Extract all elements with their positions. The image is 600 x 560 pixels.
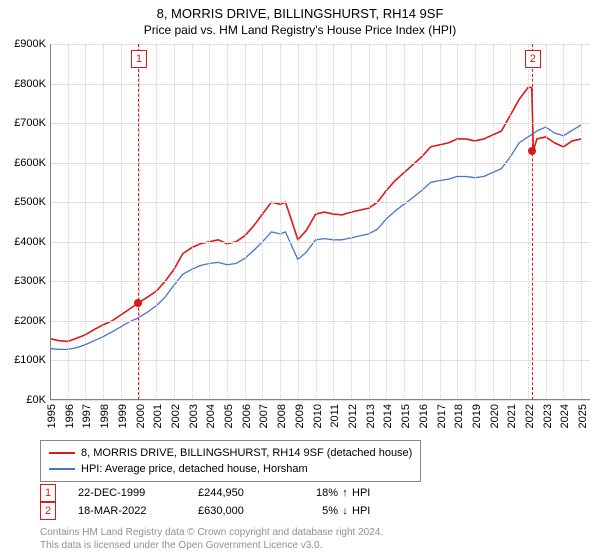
x-axis-label: 2003 xyxy=(188,404,200,428)
y-axis-label: £600K xyxy=(14,157,46,169)
x-axis-label: 1996 xyxy=(64,404,76,428)
x-axis-label: 2024 xyxy=(559,404,571,428)
event-badge: 2 xyxy=(525,50,541,68)
x-axis-label: 2021 xyxy=(506,404,518,428)
sale-date: 18-MAR-2022 xyxy=(78,505,198,517)
sale-price: £244,950 xyxy=(198,487,298,499)
sale-index: HPI xyxy=(352,487,382,499)
sale-price: £630,000 xyxy=(198,505,298,517)
x-axis-label: 2012 xyxy=(347,404,359,428)
price-chart: £0K£100K£200K£300K£400K£500K£600K£700K£8… xyxy=(50,44,590,400)
sales-table: 1 22-DEC-1999£244,95018%↑HPI 2 18-MAR-2022£… xyxy=(40,484,382,520)
footer-attribution: Contains HM Land Registry data © Crown c… xyxy=(40,526,383,552)
sale-badge: 1 xyxy=(40,484,56,502)
footer-line-2: This data is licensed under the Open Gov… xyxy=(40,539,383,552)
x-axis-label: 2020 xyxy=(489,404,501,428)
x-axis-label: 2015 xyxy=(400,404,412,428)
x-axis-label: 2019 xyxy=(471,404,483,428)
x-axis-label: 1995 xyxy=(46,404,58,428)
legend-label: 8, MORRIS DRIVE, BILLINGSHURST, RH14 9SF… xyxy=(81,447,412,459)
x-axis-label: 2002 xyxy=(170,404,182,428)
sale-date: 22-DEC-1999 xyxy=(78,487,198,499)
legend-swatch xyxy=(49,452,75,454)
event-badge: 1 xyxy=(131,50,147,68)
x-axis-label: 2005 xyxy=(223,404,235,428)
y-axis-label: £0K xyxy=(26,394,46,406)
x-axis-label: 2025 xyxy=(577,404,589,428)
y-axis-label: £200K xyxy=(14,315,46,327)
x-axis-label: 2007 xyxy=(258,404,270,428)
x-axis-label: 2022 xyxy=(524,404,536,428)
sale-marker xyxy=(528,147,536,155)
sale-index: HPI xyxy=(352,505,382,517)
page-title: 8, MORRIS DRIVE, BILLINGSHURST, RH14 9SF xyxy=(0,6,600,21)
x-axis-label: 2014 xyxy=(382,404,394,428)
x-axis-label: 2001 xyxy=(152,404,164,428)
y-axis-label: £300K xyxy=(14,275,46,287)
y-axis-label: £800K xyxy=(14,78,46,90)
x-axis-label: 2010 xyxy=(312,404,324,428)
y-axis-label: £400K xyxy=(14,236,46,248)
sale-pct: 18% xyxy=(298,487,338,499)
legend-label: HPI: Average price, detached house, Hors… xyxy=(81,463,308,475)
footer-line-1: Contains HM Land Registry data © Crown c… xyxy=(40,526,383,539)
event-line xyxy=(138,44,139,400)
sale-row: 2 18-MAR-2022£630,0005%↓HPI xyxy=(40,502,382,520)
event-line xyxy=(532,44,533,400)
sale-arrow-icon: ↓ xyxy=(338,505,352,517)
x-axis-label: 2011 xyxy=(329,404,341,428)
x-axis-label: 2008 xyxy=(276,404,288,428)
x-axis-label: 2009 xyxy=(294,404,306,428)
legend-item: HPI: Average price, detached house, Hors… xyxy=(49,461,412,477)
x-axis-label: 2018 xyxy=(453,404,465,428)
sale-arrow-icon: ↑ xyxy=(338,487,352,499)
y-axis-label: £900K xyxy=(14,38,46,50)
x-axis-label: 2013 xyxy=(365,404,377,428)
x-axis-label: 1998 xyxy=(99,404,111,428)
sale-row: 1 22-DEC-1999£244,95018%↑HPI xyxy=(40,484,382,502)
y-axis-label: £700K xyxy=(14,117,46,129)
x-axis-label: 2017 xyxy=(436,404,448,428)
sale-badge: 2 xyxy=(40,502,56,520)
legend: 8, MORRIS DRIVE, BILLINGSHURST, RH14 9SF… xyxy=(40,440,421,482)
legend-swatch xyxy=(49,468,75,470)
y-axis-label: £100K xyxy=(14,354,46,366)
x-axis-label: 2000 xyxy=(135,404,147,428)
x-axis-label: 2023 xyxy=(542,404,554,428)
x-axis-label: 2016 xyxy=(418,404,430,428)
legend-item: 8, MORRIS DRIVE, BILLINGSHURST, RH14 9SF… xyxy=(49,445,412,461)
page-subtitle: Price paid vs. HM Land Registry's House … xyxy=(0,23,600,37)
x-axis-label: 1999 xyxy=(117,404,129,428)
y-axis-label: £500K xyxy=(14,196,46,208)
sale-marker xyxy=(134,299,142,307)
x-axis-label: 1997 xyxy=(81,404,93,428)
sale-pct: 5% xyxy=(298,505,338,517)
x-axis-label: 2006 xyxy=(241,404,253,428)
x-axis-label: 2004 xyxy=(205,404,217,428)
